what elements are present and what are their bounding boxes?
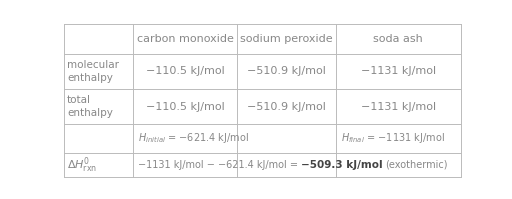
Text: total
enthalpy: total enthalpy xyxy=(67,95,113,118)
Text: −510.9 kJ/mol: −510.9 kJ/mol xyxy=(247,102,326,112)
Text: −110.5 kJ/mol: −110.5 kJ/mol xyxy=(145,66,224,76)
Text: (exothermic): (exothermic) xyxy=(385,160,447,170)
Text: soda ash: soda ash xyxy=(373,34,423,44)
Text: −509.3 kJ/mol: −509.3 kJ/mol xyxy=(302,160,383,170)
Text: molecular
enthalpy: molecular enthalpy xyxy=(67,60,119,83)
Text: −110.5 kJ/mol: −110.5 kJ/mol xyxy=(145,102,224,112)
Text: $\Delta H^0_\mathrm{rxn}$: $\Delta H^0_\mathrm{rxn}$ xyxy=(67,155,97,175)
Text: carbon monoxide: carbon monoxide xyxy=(137,34,233,44)
Text: $\mathit{H}_\mathit{initial}$ = −621.4 kJ/mol: $\mathit{H}_\mathit{initial}$ = −621.4 k… xyxy=(138,131,249,145)
Text: sodium peroxide: sodium peroxide xyxy=(240,34,332,44)
Text: −1131 kJ/mol − −621.4 kJ/mol =: −1131 kJ/mol − −621.4 kJ/mol = xyxy=(138,160,302,170)
Text: −1131 kJ/mol: −1131 kJ/mol xyxy=(361,102,436,112)
Text: $\mathit{H}_\mathit{final}$ = −1131 kJ/mol: $\mathit{H}_\mathit{final}$ = −1131 kJ/m… xyxy=(340,131,444,145)
Text: −1131 kJ/mol: −1131 kJ/mol xyxy=(361,66,436,76)
Text: −510.9 kJ/mol: −510.9 kJ/mol xyxy=(247,66,326,76)
